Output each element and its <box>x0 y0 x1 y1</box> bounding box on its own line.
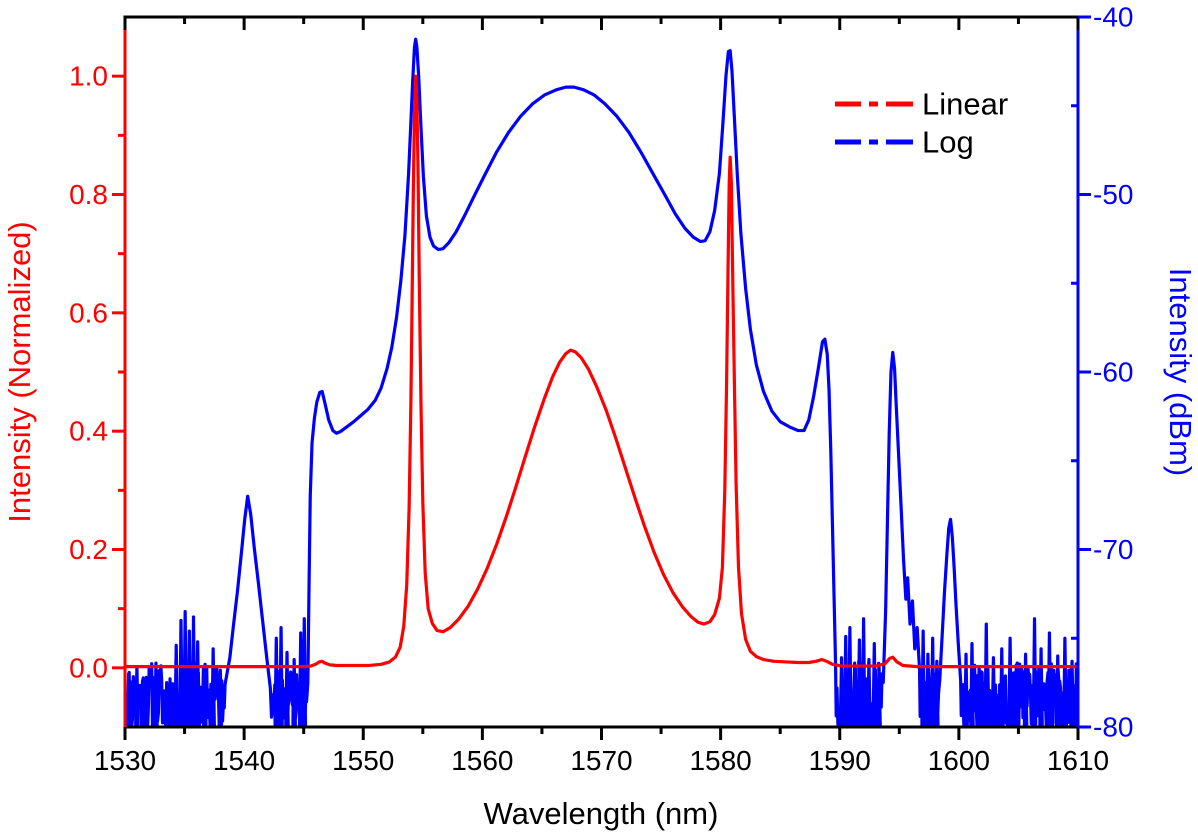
right-tick-label: -70 <box>1093 534 1133 565</box>
legend-linear-label: Linear <box>922 87 1008 122</box>
left-tick-label: 0.6 <box>69 297 108 328</box>
legend: Linear Log <box>835 87 1008 160</box>
left-tick-label: 0.8 <box>69 179 108 210</box>
x-tick-label: 1590 <box>809 745 871 776</box>
right-tick-label: -40 <box>1093 2 1133 33</box>
x-tick-label: 1600 <box>928 745 990 776</box>
x-tick-label: 1570 <box>570 745 632 776</box>
x-tick-label: 1540 <box>213 745 275 776</box>
x-axis-title: Wavelength (nm) <box>484 796 719 831</box>
x-tick-label: 1550 <box>332 745 394 776</box>
right-tick-label: -50 <box>1093 179 1133 210</box>
left-tick-label: 0.4 <box>69 416 108 447</box>
left-tick-label: 1.0 <box>69 61 108 92</box>
chart-curves <box>125 37 1078 727</box>
x-tick-label: 1610 <box>1047 745 1109 776</box>
left-tick-label: 0.2 <box>69 534 108 565</box>
chart-tick-labels: 1530 1540 1550 1560 1570 1580 1590 1600 1610 0.0 0… <box>69 2 1133 777</box>
x-tick-label: 1580 <box>689 745 751 776</box>
right-tick-label: -80 <box>1093 712 1133 743</box>
x-tick-label: 1560 <box>451 745 513 776</box>
left-y-axis-title: Intensity (Normalized) <box>2 221 37 522</box>
legend-log-label: Log <box>922 125 974 160</box>
chart-axes <box>112 15 1091 740</box>
left-tick-label: 0.0 <box>69 652 108 683</box>
right-tick-label: -60 <box>1093 357 1133 388</box>
series-log-curve <box>125 37 1078 727</box>
series-linear-curve <box>125 74 1078 669</box>
x-tick-label: 1530 <box>94 745 156 776</box>
right-y-axis-title: Intensity (dBm) <box>1163 268 1198 476</box>
